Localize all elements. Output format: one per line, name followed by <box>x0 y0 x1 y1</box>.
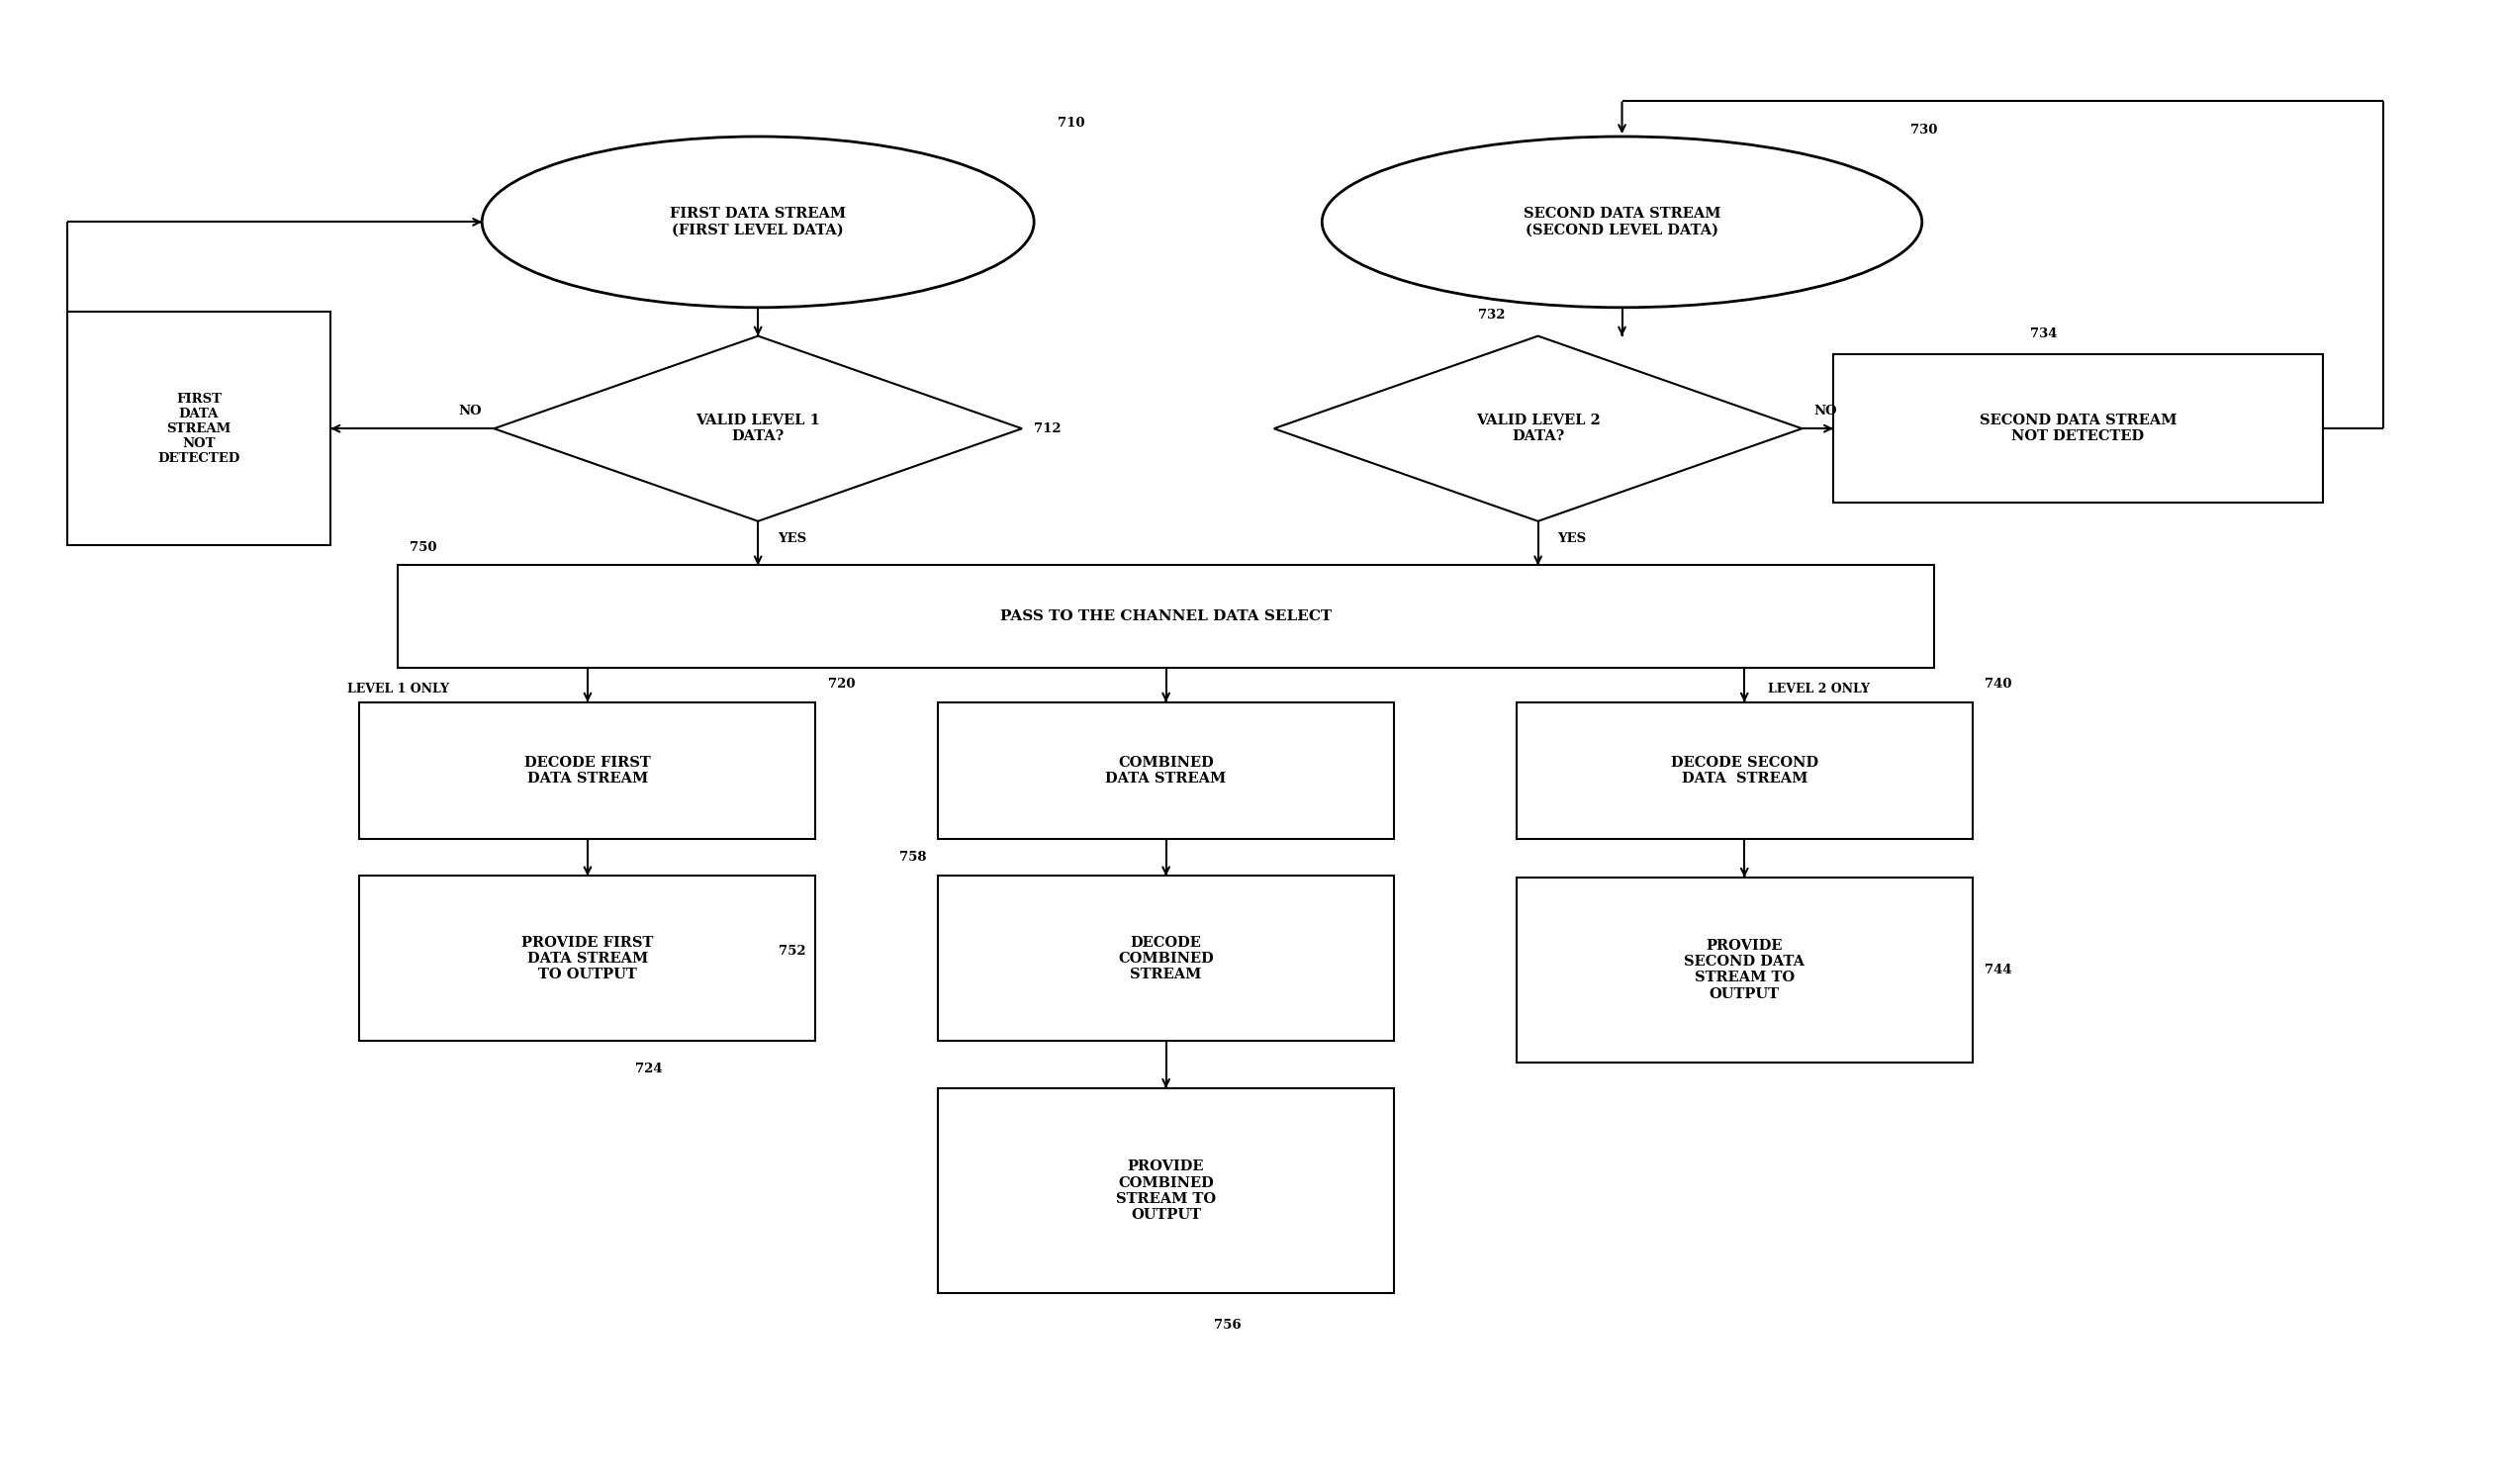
FancyBboxPatch shape <box>360 702 815 838</box>
Text: PROVIDE
COMBINED
STREAM TO
OUTPUT: PROVIDE COMBINED STREAM TO OUTPUT <box>1115 1160 1215 1221</box>
Text: LEVEL 1 ONLY: LEVEL 1 ONLY <box>348 683 450 695</box>
Text: PROVIDE FIRST
DATA STREAM
TO OUTPUT: PROVIDE FIRST DATA STREAM TO OUTPUT <box>522 935 652 981</box>
Text: LEVEL 2 ONLY: LEVEL 2 ONLY <box>1768 683 1870 695</box>
Text: SECOND DATA STREAM
(SECOND LEVEL DATA): SECOND DATA STREAM (SECOND LEVEL DATA) <box>1522 208 1720 237</box>
Text: YES: YES <box>1558 533 1585 546</box>
FancyBboxPatch shape <box>68 312 330 546</box>
Text: 732: 732 <box>1478 309 1505 322</box>
Text: YES: YES <box>778 533 805 546</box>
FancyBboxPatch shape <box>938 1088 1395 1294</box>
Ellipse shape <box>483 137 1035 307</box>
Text: PROVIDE
SECOND DATA
STREAM TO
OUTPUT: PROVIDE SECOND DATA STREAM TO OUTPUT <box>1685 939 1805 1000</box>
Text: 710: 710 <box>1058 117 1085 129</box>
Polygon shape <box>495 335 1022 521</box>
Text: DECODE SECOND
DATA  STREAM: DECODE SECOND DATA STREAM <box>1670 755 1818 785</box>
Text: 744: 744 <box>1985 963 2013 976</box>
Text: 758: 758 <box>900 850 925 864</box>
Text: FIRST
DATA
STREAM
NOT
DETECTED: FIRST DATA STREAM NOT DETECTED <box>158 392 240 464</box>
Text: DECODE FIRST
DATA STREAM: DECODE FIRST DATA STREAM <box>525 755 650 785</box>
Text: 750: 750 <box>410 542 438 554</box>
Ellipse shape <box>1323 137 1923 307</box>
Text: PASS TO THE CHANNEL DATA SELECT: PASS TO THE CHANNEL DATA SELECT <box>1000 610 1333 623</box>
Text: 720: 720 <box>828 678 855 690</box>
Text: DECODE
COMBINED
STREAM: DECODE COMBINED STREAM <box>1118 935 1215 981</box>
FancyBboxPatch shape <box>938 702 1395 838</box>
Text: NO: NO <box>1815 404 1837 417</box>
FancyBboxPatch shape <box>938 876 1395 1042</box>
FancyBboxPatch shape <box>360 876 815 1042</box>
Text: 756: 756 <box>1215 1319 1243 1331</box>
FancyBboxPatch shape <box>1832 355 2322 503</box>
Text: FIRST DATA STREAM
(FIRST LEVEL DATA): FIRST DATA STREAM (FIRST LEVEL DATA) <box>670 208 845 237</box>
FancyBboxPatch shape <box>398 565 1935 668</box>
Text: 730: 730 <box>1910 123 1938 137</box>
Text: 724: 724 <box>635 1063 663 1076</box>
FancyBboxPatch shape <box>1518 877 1972 1063</box>
Text: NO: NO <box>458 404 483 417</box>
Text: 734: 734 <box>2030 328 2057 340</box>
Text: COMBINED
DATA STREAM: COMBINED DATA STREAM <box>1105 755 1227 785</box>
Text: VALID LEVEL 1
DATA?: VALID LEVEL 1 DATA? <box>695 414 820 444</box>
FancyBboxPatch shape <box>1518 702 1972 838</box>
Text: 712: 712 <box>1035 423 1062 436</box>
Text: VALID LEVEL 2
DATA?: VALID LEVEL 2 DATA? <box>1475 414 1600 444</box>
Text: SECOND DATA STREAM
NOT DETECTED: SECOND DATA STREAM NOT DETECTED <box>1980 414 2178 444</box>
Polygon shape <box>1275 335 1802 521</box>
Text: 752: 752 <box>778 945 805 957</box>
Text: 740: 740 <box>1985 678 2013 690</box>
